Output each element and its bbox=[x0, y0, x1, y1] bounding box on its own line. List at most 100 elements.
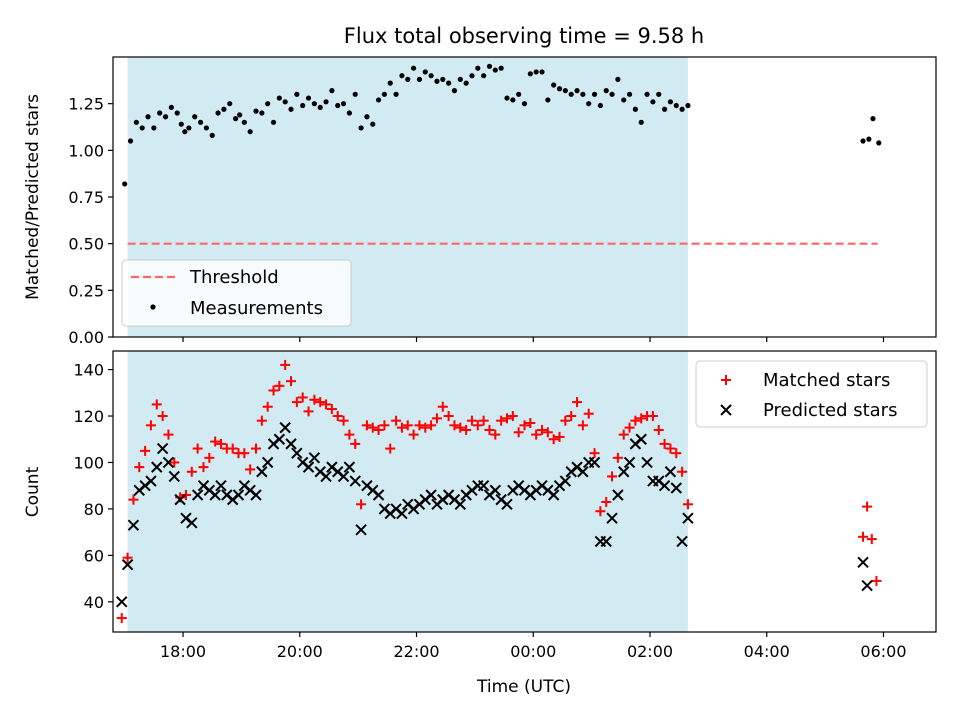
predicted-stars-point bbox=[337, 470, 350, 483]
matched-stars-point bbox=[408, 429, 419, 440]
y-tick-label: 0.00 bbox=[68, 328, 104, 347]
measurement-point bbox=[556, 86, 563, 92]
measurement-point bbox=[451, 88, 458, 94]
matched-stars-point bbox=[618, 429, 629, 440]
measurement-point bbox=[621, 97, 627, 103]
x-tick-label: 00:00 bbox=[510, 642, 556, 661]
predicted-stars-point bbox=[618, 466, 630, 478]
measurement-point bbox=[463, 80, 469, 86]
matched-stars-point bbox=[630, 415, 641, 426]
measurement-point bbox=[498, 65, 504, 71]
matched-stars-point bbox=[466, 415, 477, 426]
matched-stars-point bbox=[286, 376, 297, 387]
y-tick-label: 60 bbox=[84, 546, 104, 565]
measurement-point bbox=[860, 138, 866, 144]
measurement-point bbox=[597, 102, 603, 109]
measurement-point bbox=[329, 88, 335, 94]
predicted-stars-point-stroke bbox=[203, 484, 216, 497]
measurement-point bbox=[586, 101, 592, 107]
predicted-stars-point-stroke bbox=[197, 479, 210, 492]
matched-stars-point bbox=[332, 411, 343, 422]
predicted-stars-point-stroke bbox=[337, 470, 350, 483]
predicted-stars-point-stroke bbox=[168, 470, 180, 483]
measurement-point bbox=[253, 108, 259, 114]
measurement-point bbox=[568, 91, 574, 97]
y-tick-label: 140 bbox=[73, 361, 104, 380]
matched-stars-point bbox=[484, 424, 495, 435]
predicted-stars-point-stroke bbox=[151, 461, 163, 473]
axes-frame bbox=[112, 350, 937, 633]
matched-stars-point bbox=[665, 443, 676, 454]
measurement-point bbox=[364, 114, 370, 120]
measurement-point bbox=[192, 114, 198, 120]
predicted-stars-point-stroke bbox=[402, 498, 414, 510]
matched-stars-point bbox=[344, 429, 355, 440]
measurement-point bbox=[405, 76, 411, 82]
matched-stars-point bbox=[531, 429, 542, 440]
measurement-point bbox=[209, 132, 215, 138]
measurement-point bbox=[481, 73, 487, 79]
predicted-stars-point-stroke bbox=[326, 461, 338, 473]
matched-stars-point bbox=[414, 420, 425, 431]
predicted-stars-point bbox=[559, 475, 572, 487]
matched-stars-point bbox=[361, 420, 372, 431]
matched-stars-point bbox=[554, 431, 565, 442]
measurement-point bbox=[317, 104, 323, 110]
predicted-stars-point bbox=[343, 461, 356, 473]
measurement-point bbox=[247, 129, 253, 135]
predicted-stars-point-stroke bbox=[454, 498, 467, 510]
measurement-point bbox=[157, 110, 163, 116]
x-axis-label-time: Time (UTC) bbox=[476, 677, 571, 697]
matched-stars-point bbox=[426, 420, 437, 431]
predicted-stars-point bbox=[291, 447, 303, 459]
measurement-point bbox=[410, 65, 417, 71]
matched-stars-point bbox=[338, 415, 349, 426]
matched-stars-point bbox=[862, 501, 873, 512]
predicted-stars-point bbox=[127, 519, 140, 531]
x-tick-label: 22:00 bbox=[393, 642, 439, 661]
measurement-point bbox=[626, 91, 633, 97]
predicted-stars-point bbox=[612, 489, 624, 501]
predicted-stars-point-stroke bbox=[536, 479, 548, 492]
measurement-point bbox=[241, 119, 247, 125]
matched-stars-point bbox=[858, 531, 869, 542]
matched-stars-point bbox=[566, 411, 577, 422]
y-tick-label: 100 bbox=[73, 453, 104, 472]
y-tick-label: 0.75 bbox=[68, 188, 104, 207]
measurement-point bbox=[133, 119, 139, 125]
predicted-stars-point-stroke bbox=[302, 461, 315, 473]
predicted-stars-point bbox=[156, 442, 169, 455]
legend-predicted-swatch bbox=[720, 404, 732, 416]
measurement-point bbox=[685, 102, 691, 109]
matched-stars-point bbox=[542, 427, 553, 438]
legend-box bbox=[695, 360, 928, 428]
legend-measurements-label: Measurements bbox=[190, 298, 323, 319]
measurement-point bbox=[259, 110, 265, 116]
measurement-point bbox=[300, 102, 306, 109]
matched-stars-point bbox=[192, 443, 203, 454]
matched-stars-point bbox=[274, 380, 285, 391]
matched-stars-point bbox=[227, 443, 238, 454]
predicted-stars-point-stroke bbox=[542, 484, 554, 497]
matched-stars-point bbox=[280, 359, 291, 370]
measurement-point bbox=[591, 91, 598, 97]
measurement-point bbox=[504, 95, 510, 101]
predicted-stars-point bbox=[250, 489, 262, 501]
predicted-stars-point-stroke bbox=[618, 466, 630, 478]
predicted-stars-point-stroke bbox=[314, 466, 326, 478]
measurement-point bbox=[197, 119, 204, 125]
predicted-stars-point-stroke bbox=[571, 461, 583, 473]
matched-stars-point bbox=[525, 417, 536, 428]
chart-title: Flux total observing time = 9.58 h bbox=[344, 24, 704, 48]
matched-stars-point bbox=[560, 415, 571, 426]
matched-stars-point bbox=[268, 385, 279, 396]
predicted-stars-point-stroke bbox=[448, 493, 461, 506]
predicted-stars-point-stroke bbox=[606, 512, 618, 524]
matched-stars-point bbox=[151, 399, 162, 410]
matched-stars-point bbox=[455, 422, 466, 433]
predicted-stars-point bbox=[857, 556, 869, 569]
measurement-point bbox=[615, 76, 621, 82]
measurement-point bbox=[510, 97, 516, 103]
x-tick-label: 20:00 bbox=[277, 642, 323, 661]
